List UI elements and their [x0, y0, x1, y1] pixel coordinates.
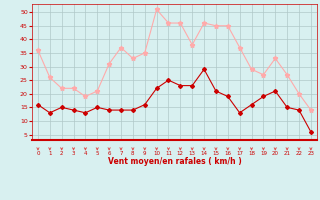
X-axis label: Vent moyen/en rafales ( km/h ): Vent moyen/en rafales ( km/h ) [108, 157, 241, 166]
